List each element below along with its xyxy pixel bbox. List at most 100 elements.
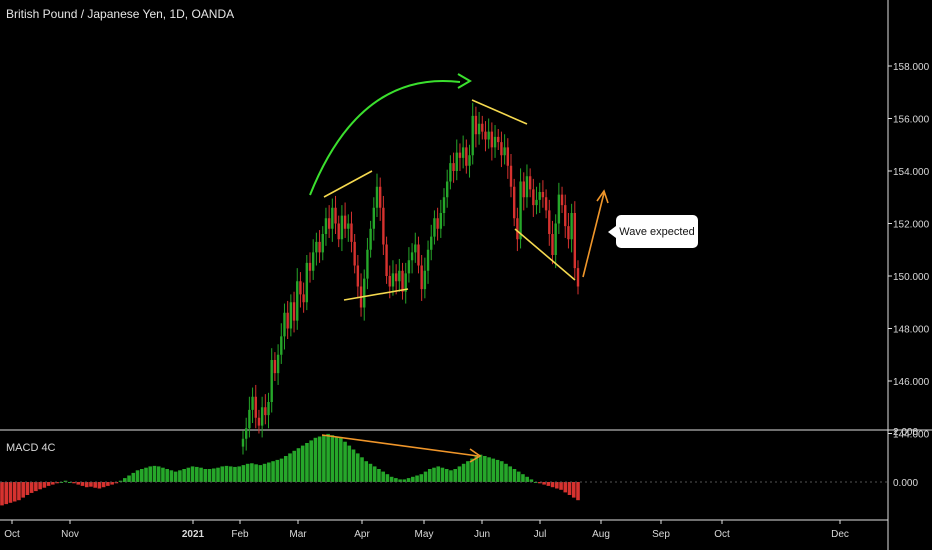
macd-bar	[563, 482, 568, 493]
candle-body	[264, 407, 267, 416]
macd-bar	[372, 466, 377, 482]
candle-body	[394, 273, 398, 282]
callout-text: Wave expected	[619, 225, 695, 238]
candle-body	[503, 147, 506, 156]
macd-bar	[72, 482, 76, 484]
candle-body	[512, 186, 516, 219]
price-tick-label: 158.000	[893, 62, 930, 73]
macd-bar	[516, 471, 521, 482]
macd-bar	[343, 441, 347, 482]
macd-bar	[567, 482, 572, 495]
macd-bar	[97, 482, 102, 489]
candle-body	[327, 218, 331, 229]
candle-body	[296, 281, 299, 321]
time-tick-label: Oct	[714, 529, 730, 540]
macd-bar	[25, 482, 30, 495]
macd-bar	[398, 479, 402, 482]
candle-body	[548, 210, 551, 234]
candle-body	[369, 228, 372, 250]
price-tick-label: 146.000	[893, 377, 930, 388]
macd-bar	[355, 453, 360, 482]
macd-bar	[84, 482, 89, 488]
macd-bar	[4, 482, 9, 505]
candle-body	[477, 123, 481, 135]
macd-bar	[101, 482, 106, 488]
macd-bar	[106, 482, 110, 486]
curved-arrow	[309, 80, 461, 196]
macd-bar	[127, 475, 131, 482]
expected-wave-arrowhead-icon	[596, 189, 609, 204]
candle-body	[554, 223, 557, 255]
time-tick-label: Apr	[354, 529, 370, 540]
candle-body	[551, 234, 554, 255]
candle-body	[420, 265, 423, 290]
candle-body	[311, 252, 315, 271]
candle-body	[280, 336, 283, 355]
triangle-lower-line	[343, 288, 409, 301]
macd-bar	[220, 466, 225, 482]
candle-body	[519, 181, 522, 240]
candle-body	[292, 302, 296, 321]
macd-bar	[21, 482, 25, 498]
macd-bar	[186, 467, 191, 482]
candle-body	[423, 270, 427, 290]
candle-body	[385, 244, 388, 276]
candle-body	[318, 241, 321, 253]
candle-body	[347, 223, 350, 229]
candle-body	[532, 189, 535, 206]
price-tick-label: 150.000	[893, 272, 930, 283]
candle-body	[382, 207, 385, 245]
candle-body	[509, 165, 513, 187]
candle-body	[398, 270, 401, 282]
macd-bar	[419, 474, 424, 482]
macd-bar	[152, 465, 157, 482]
macd-bar	[313, 437, 318, 482]
candle-body	[500, 142, 503, 156]
candle-body	[401, 270, 404, 292]
macd-bar	[508, 466, 513, 482]
macd-bar	[279, 458, 284, 482]
macd-bar	[271, 461, 275, 482]
macd-bar	[292, 450, 297, 482]
candle-body	[391, 273, 395, 287]
wave-expected-callout: Wave expected	[608, 215, 698, 248]
candle-body	[286, 312, 289, 329]
chart-title: British Pound / Japanese Yen, 1D, OANDA	[6, 7, 235, 21]
candle-body	[484, 131, 487, 140]
candle-body	[353, 241, 356, 266]
macd-bar	[199, 467, 203, 482]
macd-bar	[241, 465, 246, 482]
macd-bar	[491, 458, 496, 482]
macd-bar	[411, 476, 415, 482]
macd-bar	[165, 469, 169, 482]
macd-bar	[216, 467, 220, 482]
macd-bar	[571, 482, 576, 498]
candle-body	[493, 136, 497, 148]
candle-body	[337, 223, 340, 240]
candle-body	[570, 213, 573, 240]
macd-bar	[495, 459, 500, 482]
macd-bar	[203, 469, 208, 482]
macd-bar	[250, 463, 254, 482]
candle-body	[305, 262, 309, 303]
candle-body	[299, 281, 302, 295]
macd-bar	[224, 465, 229, 482]
macd-bar	[169, 470, 174, 482]
wedge-lower-line	[514, 228, 576, 281]
macd-bar	[483, 456, 487, 482]
candle-body	[525, 176, 529, 198]
candle-body	[343, 215, 347, 229]
macd-bar	[29, 482, 34, 493]
candle-body	[363, 278, 366, 308]
candle-body	[471, 115, 474, 156]
price-tick-label: 144.000	[893, 430, 930, 441]
macd-bar	[275, 459, 280, 482]
candle-body	[321, 234, 324, 253]
macd-bar	[377, 469, 381, 482]
candle-body	[407, 260, 411, 274]
macd-bar	[466, 461, 470, 482]
macd-bar	[267, 462, 271, 482]
candle-body	[254, 396, 257, 418]
macd-bar	[0, 482, 4, 506]
